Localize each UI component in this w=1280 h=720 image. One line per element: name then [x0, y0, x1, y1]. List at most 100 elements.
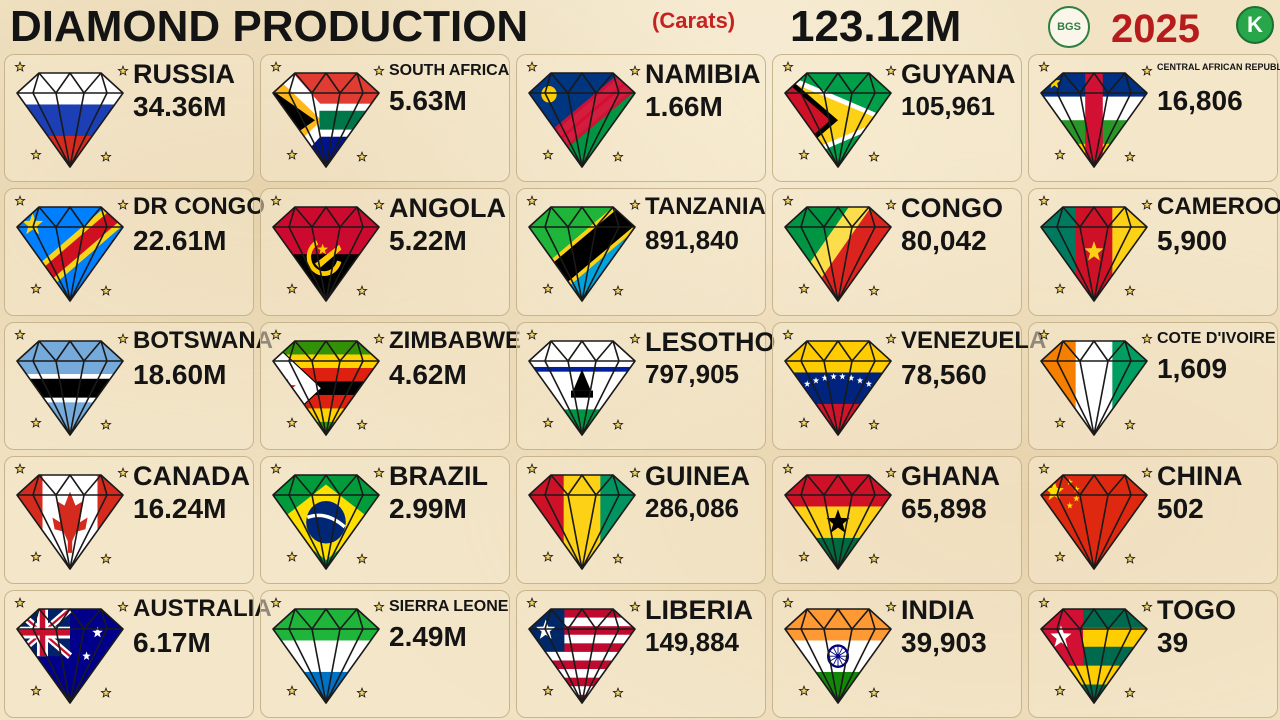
country-production-value: 891,840: [645, 225, 739, 255]
country-production-value: 1,609: [1157, 353, 1228, 384]
total-production: 123.12M: [790, 2, 962, 51]
sparkle-stars: [270, 597, 385, 698]
country-production-value: 78,560: [901, 359, 987, 390]
country-name: DR CONGO: [133, 193, 265, 220]
country-production-value: 22.61M: [133, 225, 227, 256]
country-production-value: 286,086: [645, 493, 739, 523]
sparkle-stars: [14, 597, 129, 698]
sparkle-stars: [14, 61, 129, 162]
country-production-value: 2.49M: [389, 621, 467, 652]
diamond-flag-icon: [782, 463, 897, 570]
unit-label: (Carats): [652, 8, 736, 33]
country-card: LIBERIA 149,884: [516, 590, 766, 718]
country-name: CONGO: [901, 193, 1004, 223]
country-production-value: 502: [1157, 493, 1204, 524]
country-card: RUSSIA 34.36M: [4, 54, 254, 182]
country-name: LESOTHO: [645, 327, 776, 357]
diamond-flag-icon: [782, 61, 897, 168]
country-card: ZIMBABWE 4.62M: [260, 322, 521, 450]
diamond-flag-icon: [782, 329, 897, 436]
sparkle-stars: [526, 195, 641, 296]
country-card: COTE D'IVOIRE 1,609: [1028, 322, 1278, 450]
country-name: INDIA: [901, 595, 975, 625]
country-name: GHANA: [901, 461, 1000, 491]
country-name: CHINA: [1157, 461, 1243, 491]
country-card: TOGO 39: [1028, 590, 1278, 718]
diamond-flag-icon: [14, 597, 129, 704]
country-name: TOGO: [1157, 595, 1237, 625]
sparkle-stars: [14, 463, 129, 564]
country-name: GUYANA: [901, 59, 1016, 89]
country-card: NAMIBIA 1.66M: [516, 54, 766, 182]
country-production-value: 1.66M: [645, 91, 723, 122]
sparkle-stars: [14, 195, 129, 296]
country-production-value: 5,900: [1157, 225, 1228, 256]
country-card: DR CONGO 22.61M: [4, 188, 265, 316]
country-production-value: 80,042: [901, 225, 987, 256]
diamond-flag-icon: [1038, 329, 1153, 436]
year-label: 2025: [1111, 7, 1200, 51]
country-card: SIERRA LEONE 2.49M: [260, 590, 510, 718]
country-production-value: 65,898: [901, 493, 987, 524]
country-name: VENEZUELA: [901, 327, 1047, 354]
country-card: CANADA 16.24M: [4, 456, 254, 584]
diamond-flag-icon: [782, 597, 897, 704]
country-card: VENEZUELA 78,560: [772, 322, 1047, 450]
sparkle-stars: [782, 329, 897, 430]
brand-logo: K: [1236, 6, 1274, 44]
country-card: GUINEA 286,086: [516, 456, 766, 584]
diamond-flag-icon: [270, 195, 385, 302]
country-production-value: 16.24M: [133, 493, 227, 524]
country-name: CANADA: [133, 461, 250, 491]
country-card: AUSTRALIA 6.17M: [4, 590, 272, 718]
diamond-flag-icon: [270, 329, 385, 436]
country-production-value: 2.99M: [389, 493, 467, 524]
country-card: GHANA 65,898: [772, 456, 1022, 584]
country-production-value: 4.62M: [389, 359, 467, 390]
country-production-value: 39,903: [901, 627, 987, 658]
country-card: CAMEROON 5,900: [1028, 188, 1280, 316]
country-production-value: 6.17M: [133, 627, 211, 658]
country-name: CENTRAL AFRICAN REPUBLIC: [1157, 62, 1280, 72]
country-name: GUINEA: [645, 461, 751, 491]
country-card: BRAZIL 2.99M: [260, 456, 510, 584]
sparkle-stars: [270, 329, 385, 430]
country-production-value: 797,905: [645, 359, 739, 389]
country-name: COTE D'IVOIRE: [1157, 330, 1276, 347]
country-name: LIBERIA: [645, 595, 753, 625]
country-card: GUYANA 105,961: [772, 54, 1022, 182]
sparkle-stars: [782, 195, 897, 296]
sparkle-stars: [526, 463, 641, 564]
country-card: INDIA 39,903: [772, 590, 1022, 718]
diamond-flag-icon: [270, 597, 385, 704]
country-production-value: 16,806: [1157, 85, 1243, 116]
sparkle-stars: [1038, 597, 1153, 698]
sparkle-stars: [270, 463, 385, 564]
country-card: LESOTHO 797,905: [516, 322, 776, 450]
country-card: TANZANIA 891,840: [516, 188, 766, 316]
diamond-flag-icon: [14, 195, 129, 302]
diamond-flag-icon: [526, 463, 641, 570]
diamond-flag-icon: [270, 61, 385, 168]
sparkle-stars: [782, 463, 897, 564]
country-production-value: 105,961: [901, 91, 995, 121]
diamond-flag-icon: [14, 463, 129, 570]
bgs-logo: BGS: [1048, 6, 1090, 48]
sparkle-stars: [526, 329, 641, 430]
diamond-flag-icon: [526, 61, 641, 168]
country-card: CHINA 502: [1028, 456, 1278, 584]
country-production-value: 34.36M: [133, 91, 227, 122]
sparkle-stars: [270, 195, 385, 296]
diamond-flag-icon: [782, 195, 897, 302]
brand-logo-text: K: [1247, 12, 1263, 37]
sparkle-stars: [1038, 195, 1153, 296]
country-name: BOTSWANA: [133, 327, 273, 354]
sparkle-stars: [782, 61, 897, 162]
diamond-flag-icon: [14, 329, 129, 436]
country-production-value: 5.22M: [389, 225, 467, 256]
sparkle-stars: [270, 61, 385, 162]
header: DIAMOND PRODUCTION (Carats) 123.12M BGS …: [0, 0, 1280, 54]
country-card: ANGOLA 5.22M: [260, 188, 510, 316]
country-name: AUSTRALIA: [133, 595, 272, 622]
